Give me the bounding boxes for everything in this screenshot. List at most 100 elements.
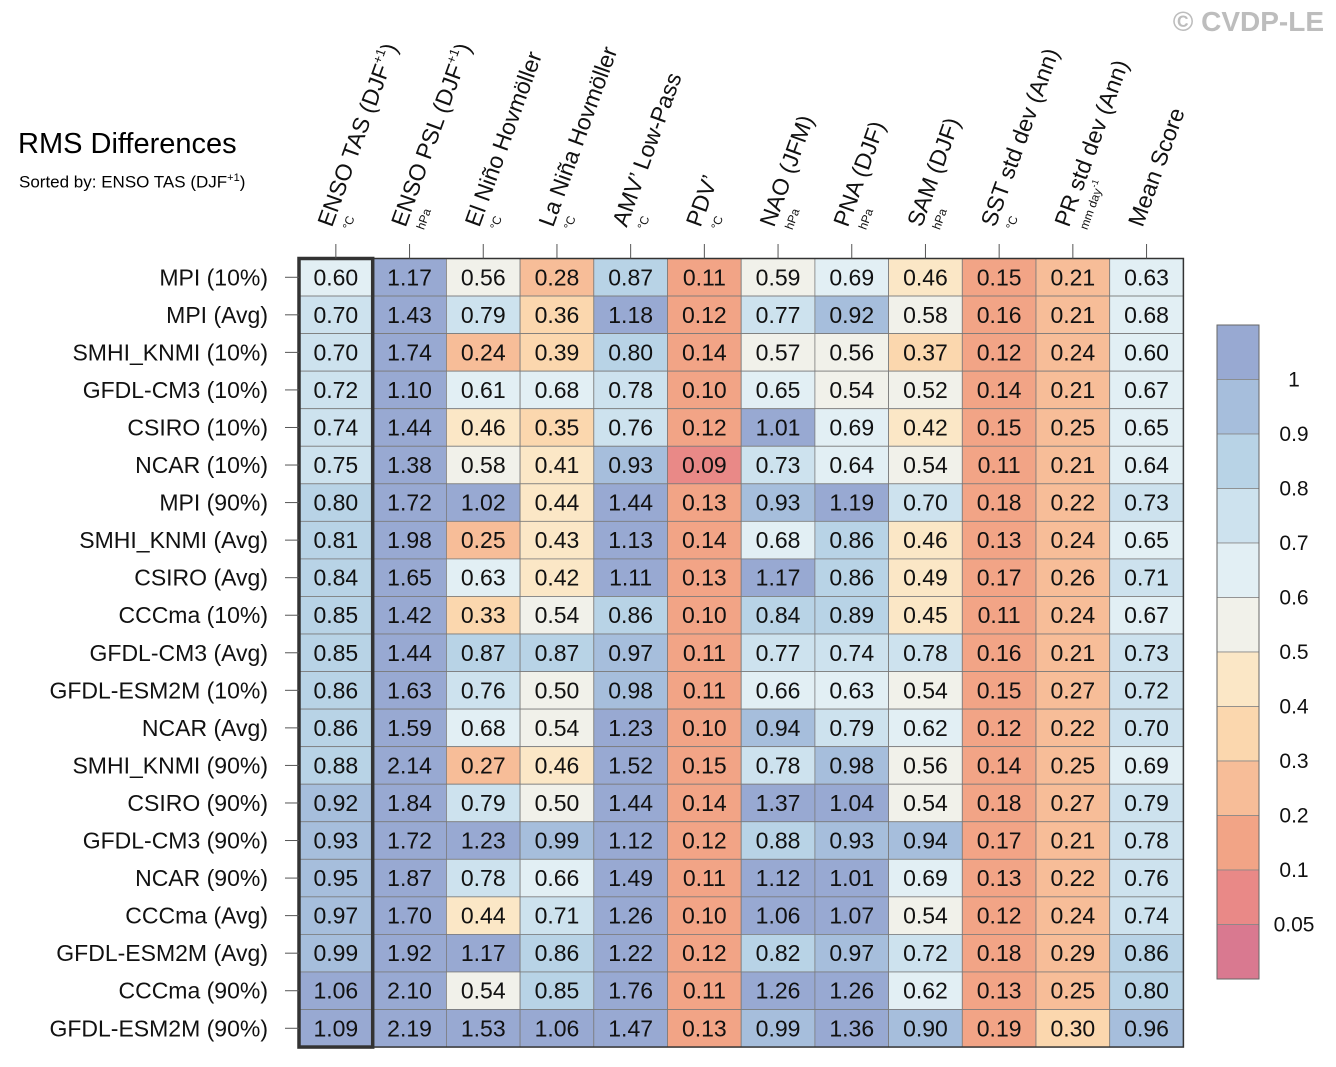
cell-value-label: 0.79: [461, 302, 506, 328]
heatmap-cell: [298, 408, 374, 447]
heatmap-cell: [519, 333, 595, 372]
heatmap-cell: [961, 633, 1037, 672]
colorbar-swatch: [1216, 815, 1260, 871]
cell-value-label: 0.79: [1124, 790, 1169, 816]
column-label: AMV’ Low-Pass: [607, 69, 687, 230]
cell-value-label: 0.63: [461, 565, 506, 591]
cell-value-label: 1.92: [387, 940, 432, 966]
cell-value-label: 0.78: [1124, 828, 1169, 854]
cell-value-label: 0.11: [978, 602, 1021, 628]
column-label-text: ENSO PSL (DJF: [386, 61, 469, 230]
heatmap-cell: [593, 1009, 668, 1048]
heatmap-cell: [740, 596, 816, 635]
cell-value-label: 0.97: [829, 940, 874, 966]
heatmap-cell: [814, 934, 890, 973]
heatmap-cell: [888, 596, 963, 635]
heatmap-cell: [372, 483, 447, 522]
heatmap-cell: [814, 783, 890, 823]
cell-value-label: 0.88: [756, 828, 801, 854]
cell-value-label: 0.46: [903, 527, 948, 553]
heatmap-cell: [1109, 746, 1184, 785]
heatmap-cell: [740, 783, 816, 823]
heatmap-cell: [298, 858, 374, 898]
heatmap-cell: [298, 520, 374, 560]
heatmap-cell: [667, 708, 742, 748]
column-unit-text: hPa: [929, 206, 950, 231]
heatmap-cell: [593, 708, 668, 748]
cell-value-label: 0.70: [313, 339, 358, 365]
heatmap-cell: [667, 783, 742, 823]
cell-value-label: 1.87: [387, 865, 432, 891]
heatmap-cell: [519, 783, 595, 823]
cell-value-label: 0.12: [682, 302, 727, 328]
cell-value-label: 0.92: [313, 790, 358, 816]
cell-value-label: 0.85: [313, 602, 358, 628]
cell-value-label: 0.54: [903, 677, 948, 703]
colorbar-frame: [1216, 324, 1260, 980]
cell-value-label: 0.57: [756, 339, 801, 365]
cell-value-label: 0.70: [903, 490, 948, 516]
column-label: SST std dev (Ann): [975, 45, 1064, 230]
cell-value-label: 0.25: [1050, 752, 1095, 778]
cell-value-label: 0.86: [829, 565, 874, 591]
heatmap-cell: [445, 783, 521, 823]
cell-value-label: 0.12: [682, 828, 727, 854]
cell-value-label: 1.17: [756, 565, 801, 591]
cell-value-label: 0.66: [756, 677, 801, 703]
cell-value-label: 1.43: [387, 302, 432, 328]
cell-value-label: 0.88: [313, 752, 358, 778]
cell-value-label: 0.18: [977, 790, 1022, 816]
cell-value-label: 1.23: [608, 715, 653, 741]
heatmap-cell: [740, 445, 816, 485]
cell-value-label: 1.07: [829, 903, 874, 929]
cell-value-label: 1.44: [608, 790, 653, 816]
cell-value-label: 0.72: [313, 377, 358, 403]
cell-value-label: 0.76: [461, 677, 506, 703]
colorbar-label: 0.2: [1279, 805, 1308, 828]
cell-value-label: 0.13: [977, 527, 1022, 553]
heatmap-cell: [961, 558, 1037, 597]
heatmap-cell: [1109, 671, 1184, 710]
heatmap-cell: [888, 408, 963, 447]
heatmap-cell: [445, 934, 521, 973]
heatmap-cell: [888, 971, 963, 1010]
cell-value-label: 0.80: [608, 339, 653, 365]
colorbar-label: 0.9: [1279, 423, 1308, 446]
cell-value-label: 0.18: [977, 940, 1022, 966]
cell-value-label: 0.87: [608, 264, 653, 290]
heatmap-cell: [1109, 333, 1184, 372]
heatmap-cell: [1035, 783, 1111, 823]
cell-value-label: 0.15: [682, 752, 727, 778]
column-unit: hPa: [782, 206, 803, 231]
heatmap-cell: [298, 971, 374, 1010]
cell-value-label: 1.44: [608, 490, 653, 516]
cell-value-label: 0.74: [1124, 903, 1169, 929]
row-label: CCCma (90%): [118, 978, 268, 1004]
cell-value-label: 0.59: [756, 264, 801, 290]
heatmap-cell: [1109, 520, 1184, 560]
cell-value-label: 0.27: [461, 752, 506, 778]
cell-value-label: 1.13: [608, 527, 653, 553]
cell-value-label: 0.86: [1124, 940, 1169, 966]
cell-value-label: 0.65: [756, 377, 801, 403]
colorbar-swatch: [1216, 651, 1260, 707]
cell-value-label: 1.22: [608, 940, 653, 966]
colorbar-label: 1: [1288, 369, 1300, 392]
cell-value-label: 0.13: [977, 978, 1022, 1004]
column-label-text: La Niña Hovmöller: [533, 43, 622, 230]
cell-value-label: 0.80: [313, 490, 358, 516]
heatmap-cell: [888, 633, 963, 672]
cell-value-label: 1.26: [829, 978, 874, 1004]
cell-value-label: 0.54: [461, 978, 506, 1004]
cell-value-label: 0.92: [829, 302, 874, 328]
row-label: CSIRO (10%): [127, 414, 268, 440]
heatmap-cell: [667, 408, 742, 447]
heatmap-cell: [1035, 520, 1111, 560]
heatmap-cell: [1035, 445, 1111, 485]
cell-value-label: 0.50: [535, 790, 580, 816]
cell-value-label: 0.65: [1124, 414, 1169, 440]
cell-value-label: 0.79: [461, 790, 506, 816]
heatmap-cell: [814, 708, 890, 748]
cell-value-label: 0.41: [535, 452, 580, 478]
heatmap-cell: [1035, 295, 1111, 334]
